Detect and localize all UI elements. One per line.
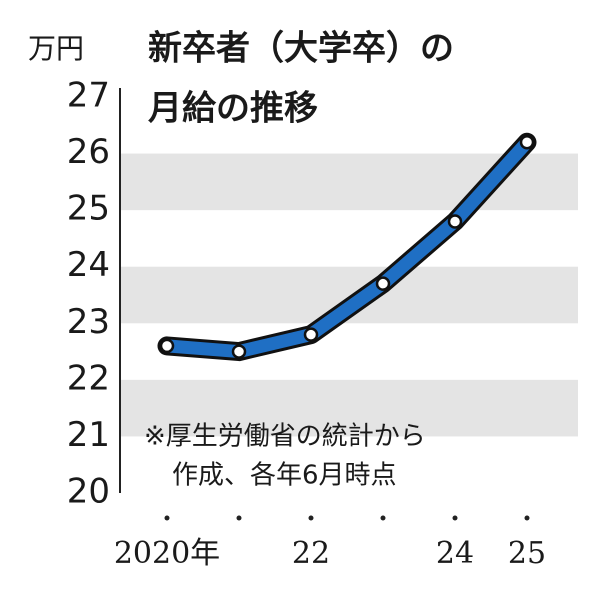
x-tick-dot [524, 515, 530, 521]
y-tick-label: 24 [67, 245, 110, 285]
point [303, 327, 319, 342]
point [375, 276, 391, 291]
y-tick-label: 22 [67, 358, 110, 398]
x-tick-dot [164, 515, 170, 521]
y-tick-label: 25 [67, 189, 110, 229]
x-tick-dot [308, 515, 314, 521]
point [447, 214, 463, 229]
x-tick-dot [452, 515, 458, 521]
y-tick-label: 23 [67, 302, 110, 342]
x-tick-dot [380, 515, 386, 521]
y-tick-label: 27 [67, 76, 110, 116]
x-tick-label: 22 [292, 536, 330, 571]
chart-title: 月給の推移 [148, 89, 318, 129]
note: 作成、各年6月時点 [172, 461, 397, 491]
y-tick-label: 20 [67, 472, 110, 512]
y-unit: 万円 [28, 32, 84, 65]
point [159, 338, 175, 354]
note: ※厚生労働省の統計から [144, 422, 426, 452]
x-tick-dot [236, 515, 242, 521]
y-tick-label: 26 [67, 132, 110, 172]
grid-band [120, 379, 578, 437]
point [519, 135, 535, 150]
x-tick-label: 24 [436, 536, 474, 571]
x-tick-label: 2020年 [114, 536, 220, 571]
point [231, 344, 247, 359]
y-tick-label: 21 [67, 415, 110, 455]
chart-title: 新卒者（大学卒）の [148, 29, 454, 69]
x-tick-label: 25 [508, 536, 546, 571]
line [160, 135, 534, 359]
